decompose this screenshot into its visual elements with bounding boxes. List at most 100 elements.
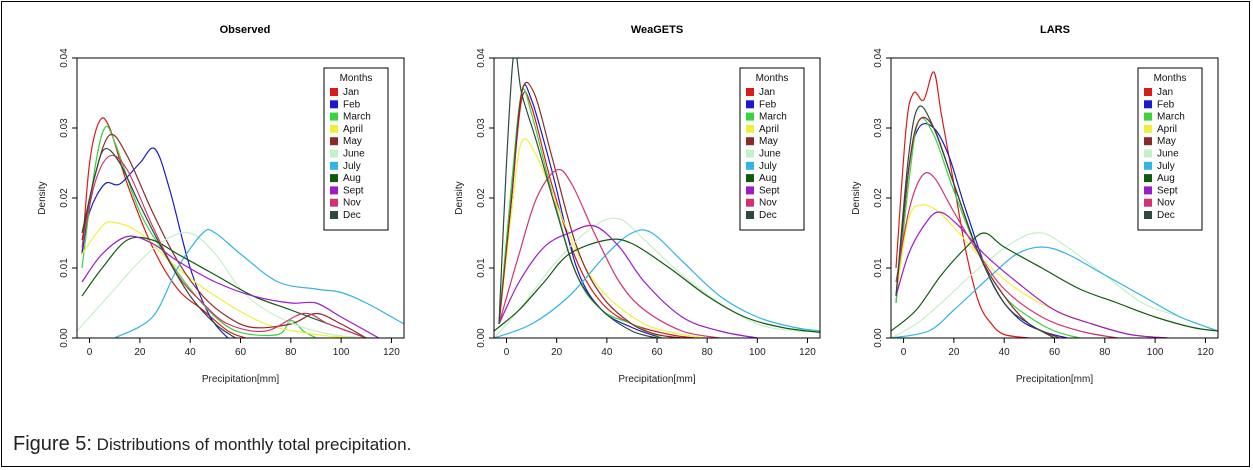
x-tick-label: 100: [1147, 347, 1164, 358]
series-line-april: [498, 138, 708, 338]
legend-swatch-march: [330, 112, 338, 121]
legend-swatch-nov: [330, 198, 338, 207]
y-tick-label: 0.01: [873, 258, 884, 278]
legend-label-jan: Jan: [343, 87, 359, 98]
legend-swatch-aug: [330, 174, 338, 183]
chart-title: LARS: [1040, 24, 1070, 36]
x-tick-label: 20: [948, 347, 960, 358]
legend-title: Months: [1154, 73, 1187, 84]
y-tick-label: 0.00: [476, 328, 487, 348]
series-line-feb: [81, 147, 229, 338]
legend-label-aug: Aug: [1157, 173, 1175, 184]
series-line-sept: [81, 235, 380, 338]
series-line-dec: [81, 147, 236, 338]
legend-label-july: July: [759, 161, 777, 172]
x-axis-label: Precipitation[mm]: [202, 374, 279, 385]
x-tick-label: 80: [285, 347, 297, 358]
legend-swatch-feb: [330, 100, 338, 109]
chart-panel-observed: Observed 0 20 40 60 80 100 120 0.00 0.01 0.02 0.03 0…: [37, 24, 405, 385]
chart-title: WeaGETS: [631, 24, 683, 36]
x-tick-label: 0: [901, 347, 907, 358]
legend-label-nov: Nov: [343, 198, 361, 209]
y-axis-label: Density: [454, 181, 465, 214]
legend-label-may: May: [759, 136, 778, 147]
y-tick-label: 0.03: [476, 118, 487, 138]
x-tick-label: 40: [185, 347, 197, 358]
y-tick-label: 0.00: [59, 328, 70, 348]
legend-label-april: April: [1157, 124, 1177, 135]
legend-swatch-march: [746, 112, 754, 121]
legend-swatch-sept: [1144, 186, 1152, 195]
legend-title: Months: [340, 73, 373, 84]
y-tick-label: 0.02: [873, 188, 884, 208]
legend-label-sept: Sept: [1157, 185, 1178, 196]
x-tick-label: 0: [87, 347, 93, 358]
caption-text: Distributions of monthly total precipita…: [91, 435, 412, 454]
legend-label-may: May: [343, 136, 362, 147]
legend-swatch-jan: [1144, 88, 1152, 96]
legend-swatch-may: [330, 137, 338, 146]
series-line-aug: [494, 238, 820, 333]
legend-label-march: March: [759, 112, 787, 123]
legend-label-feb: Feb: [759, 99, 777, 110]
legend-swatch-sept: [330, 186, 338, 195]
x-tick-label: 80: [702, 347, 714, 358]
legend-swatch-july: [746, 161, 754, 170]
x-tick-label: 20: [551, 347, 563, 358]
series-line-march: [895, 117, 1080, 338]
legend-label-june: June: [1157, 149, 1179, 160]
legend-swatch-april: [746, 124, 754, 133]
series-line-nov: [895, 172, 1118, 338]
x-tick-label: 60: [651, 347, 663, 358]
x-tick-label: 60: [1049, 347, 1061, 358]
legend-label-july: July: [1157, 161, 1175, 172]
x-tick-label: 120: [1197, 347, 1214, 358]
legend-label-june: June: [759, 149, 781, 160]
legend-label-dec: Dec: [1157, 210, 1175, 221]
y-tick-label: 0.04: [476, 48, 487, 68]
legend-label-sept: Sept: [343, 185, 364, 196]
series-line-june: [891, 232, 1218, 338]
chart-panel-weagets: WeaGETS 0 20 40 60 80 100 120 0.00 0.01 0.02 0.03 0.…: [454, 24, 821, 385]
legend-swatch-april: [1144, 124, 1152, 133]
legend-title: Months: [756, 73, 789, 84]
legend-label-march: March: [343, 112, 371, 123]
y-tick-label: 0.01: [59, 258, 70, 278]
x-tick-label: 120: [799, 347, 816, 358]
series-group: [891, 71, 1218, 338]
x-tick-label: 40: [601, 347, 613, 358]
series-line-nov: [81, 154, 367, 338]
legend-label-nov: Nov: [759, 198, 777, 209]
series-line-aug: [81, 236, 367, 338]
y-axis-label: Density: [851, 181, 862, 214]
series-line-may: [498, 81, 683, 338]
series-line-march: [81, 125, 317, 338]
series-line-feb: [498, 84, 663, 338]
y-tick-label: 0.04: [59, 48, 70, 68]
legend-swatch-aug: [746, 174, 754, 183]
legend-swatch-feb: [746, 100, 754, 109]
legend-swatch-july: [1144, 161, 1152, 170]
chart-title: Observed: [220, 24, 271, 36]
legend-label-feb: Feb: [343, 99, 361, 110]
x-tick-label: 60: [235, 347, 247, 358]
legend-label-dec: Dec: [343, 210, 361, 221]
x-tick-label: 100: [333, 347, 350, 358]
legend-label-aug: Aug: [759, 173, 777, 184]
x-tick-label: 0: [504, 347, 510, 358]
chart-panel-lars: LARS 0 20 40 60 80 100 120 0.00 0.01 0.02 0.03 0.04 P…: [851, 24, 1219, 385]
series-line-aug: [891, 232, 1218, 332]
legend-swatch-june: [330, 149, 338, 158]
legend-label-april: April: [343, 124, 363, 135]
y-tick-label: 0.03: [59, 118, 70, 138]
y-tick-label: 0.04: [873, 48, 884, 68]
legend-swatch-feb: [1144, 100, 1152, 109]
x-tick-label: 120: [383, 347, 400, 358]
legend-label-jan: Jan: [759, 87, 775, 98]
legend-label-june: June: [343, 149, 365, 160]
legend-label-jan: Jan: [1157, 87, 1173, 98]
legend-swatch-may: [1144, 137, 1152, 146]
series-line-jan: [498, 91, 695, 338]
